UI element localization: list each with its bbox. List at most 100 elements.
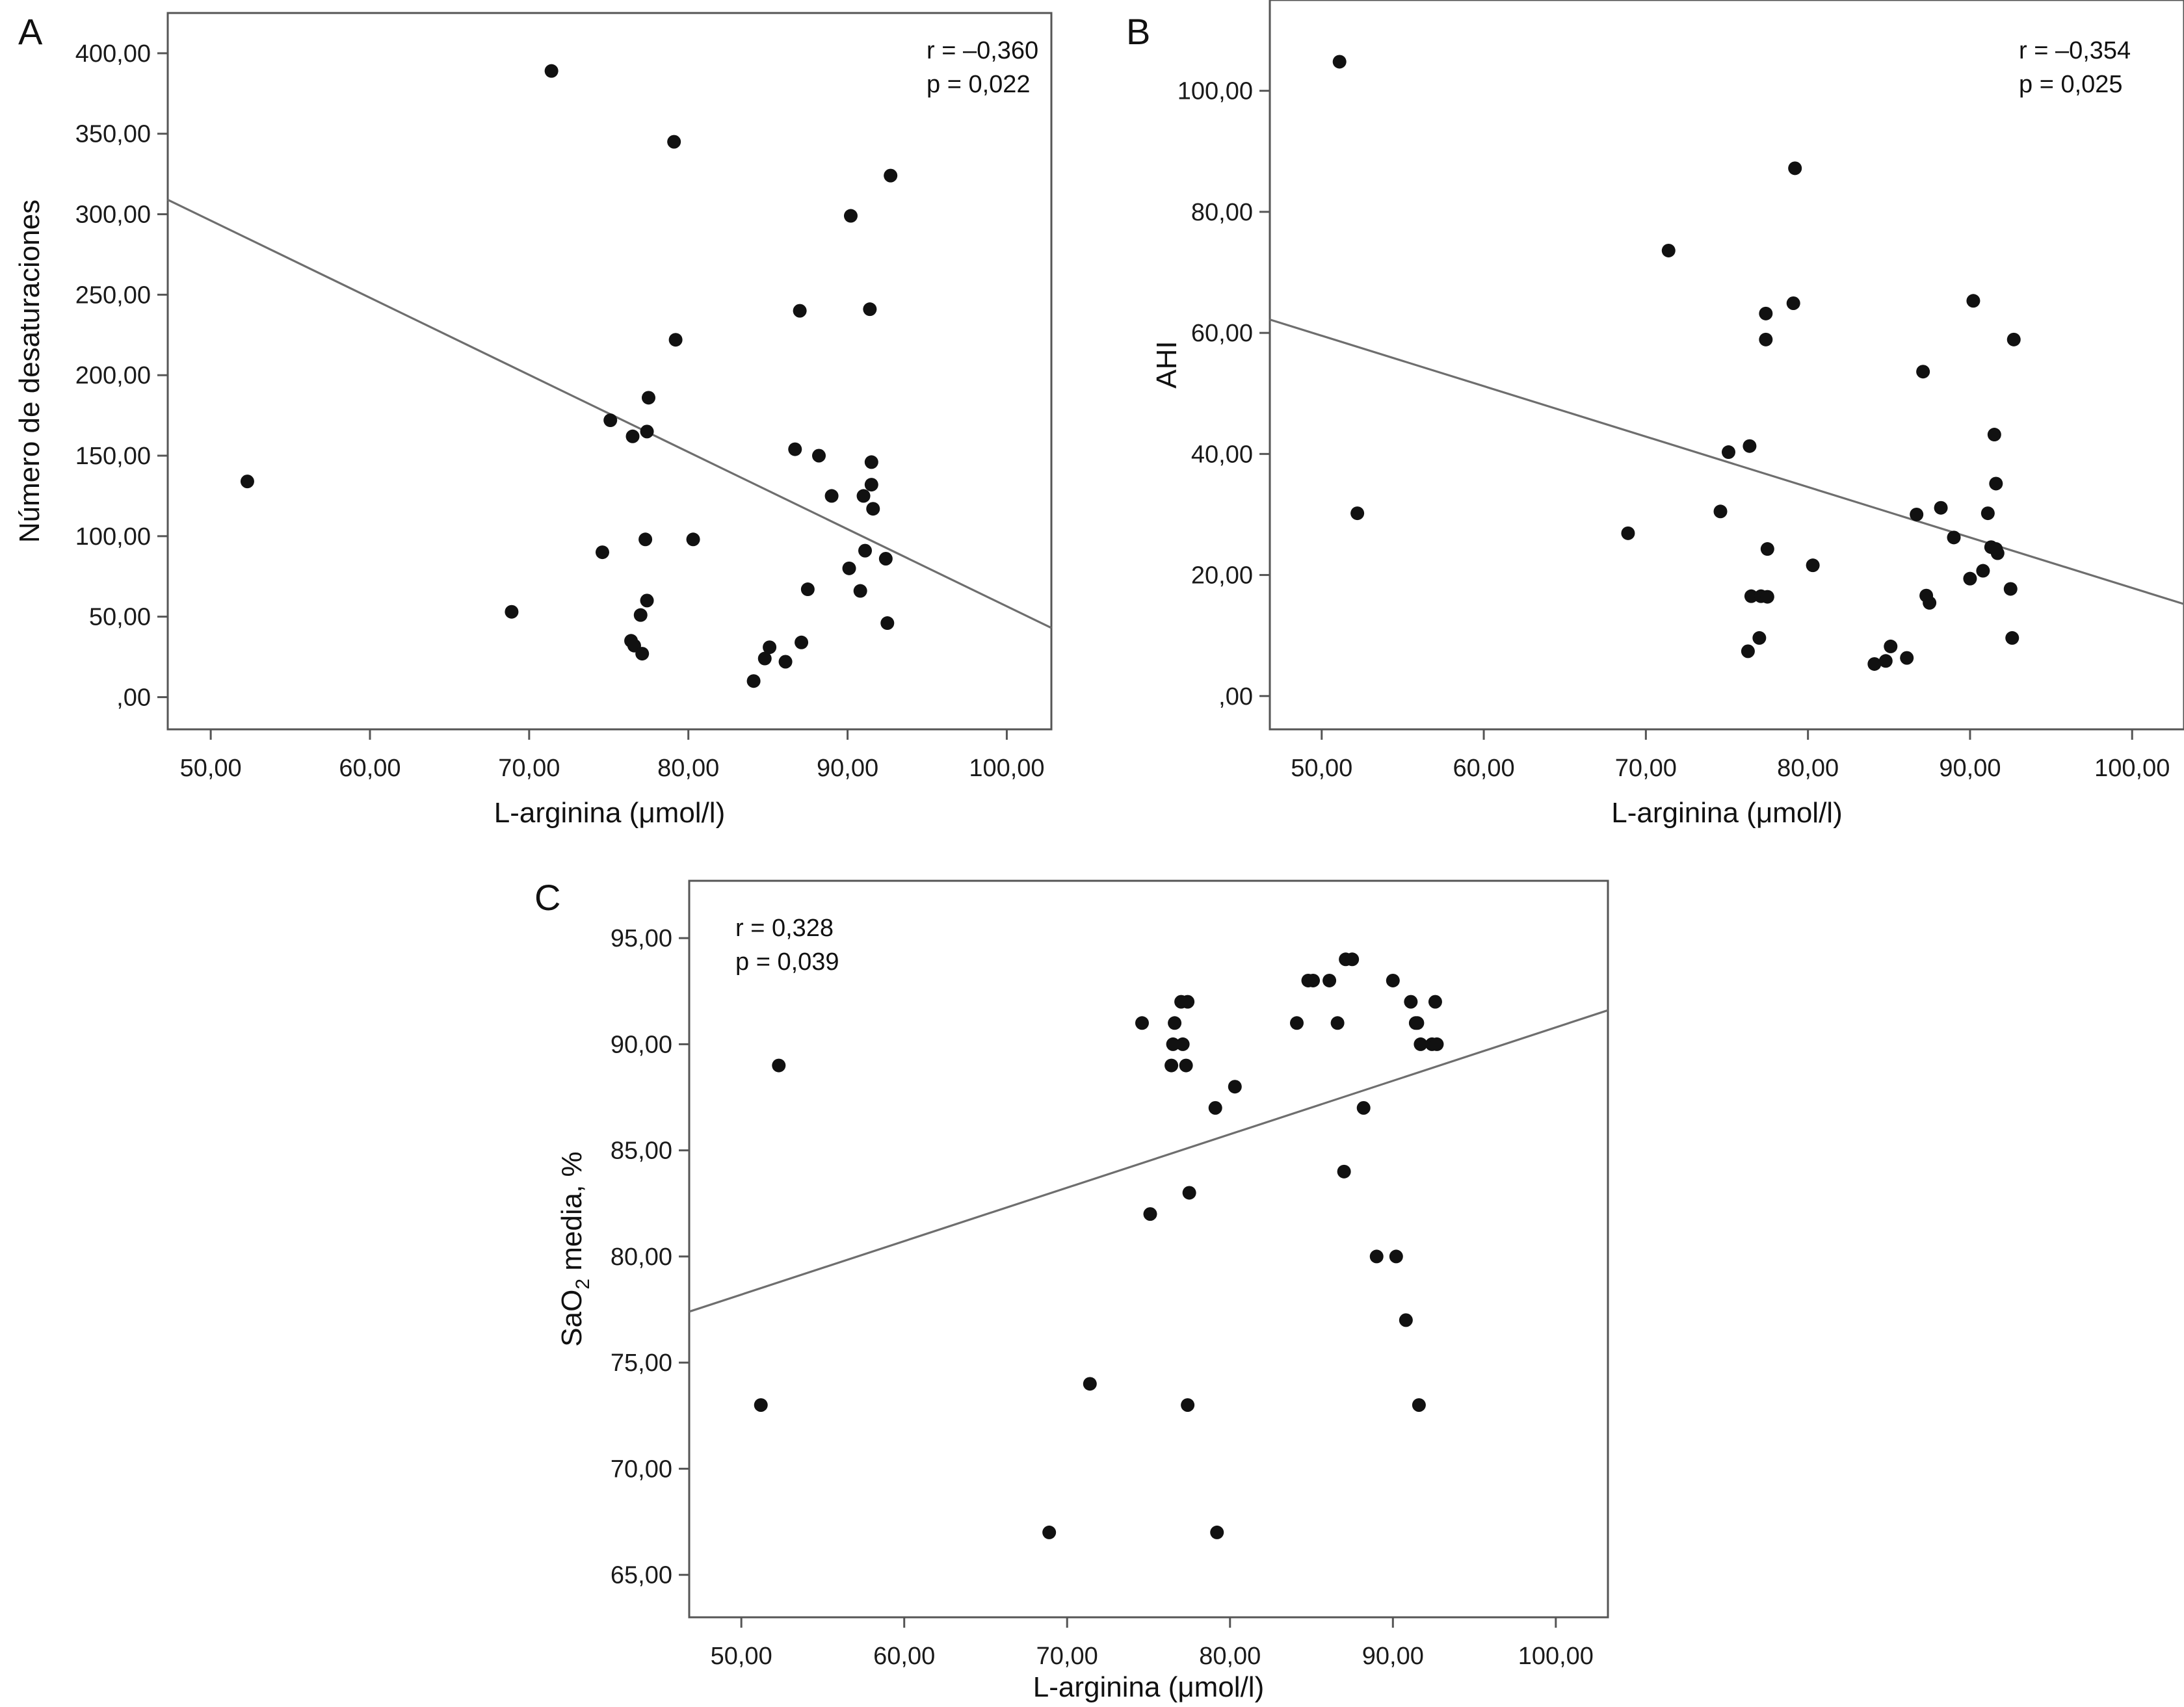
data-point: [1356, 1101, 1371, 1115]
x-axis-label: L-arginina (μmol/l): [1611, 797, 1842, 829]
data-point: [800, 582, 815, 597]
data-point: [1916, 365, 1930, 379]
y-tick-label: 65,00: [611, 1562, 672, 1589]
data-point: [1389, 1249, 1403, 1264]
panel-letter: C: [534, 877, 560, 918]
data-point: [240, 475, 254, 489]
data-point: [603, 413, 618, 428]
data-point: [866, 502, 880, 516]
stat-r: r = –0,354: [2019, 37, 2131, 64]
data-point: [640, 593, 654, 608]
y-tick-label: 80,00: [1191, 199, 1253, 226]
data-point: [795, 635, 809, 649]
y-axis-label-subscript: 2: [572, 1279, 594, 1290]
y-tick-label: 350,00: [75, 121, 151, 148]
data-point: [1923, 595, 1937, 610]
data-point: [1345, 952, 1360, 967]
data-point: [1752, 631, 1767, 645]
y-tick-label: 400,00: [75, 40, 151, 68]
y-tick-label: 20,00: [1191, 562, 1253, 590]
data-point: [853, 584, 867, 598]
data-point: [1414, 1037, 1428, 1051]
data-point: [1208, 1101, 1222, 1115]
data-point: [1210, 1525, 1224, 1539]
data-point: [772, 1058, 786, 1073]
y-axis-label-rest: media, %: [556, 1151, 588, 1279]
data-point: [1404, 995, 1418, 1009]
data-point: [1399, 1313, 1413, 1327]
y-tick-label: 70,00: [611, 1455, 672, 1483]
data-point: [1966, 294, 1980, 308]
data-point: [858, 543, 873, 558]
x-tick-label: 70,00: [1036, 1643, 1098, 1670]
data-point: [641, 391, 655, 405]
x-tick-label: 70,00: [1615, 755, 1677, 782]
x-tick-label: 50,00: [180, 755, 242, 782]
plot-frame: [688, 880, 1609, 1619]
data-point: [686, 532, 700, 547]
stat-p: p = 0,025: [2019, 71, 2123, 98]
data-point: [1900, 651, 1914, 665]
data-point: [505, 605, 519, 619]
data-point: [1179, 1058, 1193, 1073]
data-point: [1330, 1016, 1345, 1030]
data-point: [1042, 1525, 1057, 1539]
y-tick-label: 90,00: [611, 1031, 672, 1058]
data-point: [2003, 582, 2018, 596]
x-tick-label: 90,00: [817, 755, 878, 782]
data-point: [863, 302, 877, 317]
y-tick-label: 200,00: [75, 362, 151, 389]
data-point: [1867, 657, 1882, 671]
data-point: [1947, 530, 1961, 545]
data-point: [1322, 973, 1337, 987]
data-point: [1760, 590, 1774, 604]
data-point: [1176, 1037, 1190, 1051]
data-point: [2005, 631, 2020, 645]
data-point: [1228, 1080, 1242, 1094]
data-point: [757, 651, 772, 666]
y-axis-label: SaO2 media, %: [556, 1151, 594, 1346]
y-tick-label: 100,00: [75, 523, 151, 551]
data-point: [1410, 1016, 1425, 1030]
data-point: [1412, 1398, 1426, 1412]
data-point: [638, 532, 653, 547]
data-point: [1083, 1377, 1097, 1391]
data-point: [1430, 1037, 1444, 1051]
y-axis-label: AHI: [1151, 341, 1183, 388]
data-point: [1713, 504, 1728, 519]
stat-r: r = 0,328: [735, 915, 834, 942]
x-tick-label: 100,00: [1518, 1643, 1594, 1670]
panel-b: B ,00 20,00 40,00 60,00 80,00 100,00 50,00 60,00…: [1126, 0, 2184, 829]
data-point: [1181, 995, 1195, 1009]
y-tick-label: 95,00: [611, 925, 672, 952]
data-point: [2006, 332, 2021, 346]
data-point: [1878, 654, 1893, 668]
y-tick-label: 75,00: [611, 1349, 672, 1377]
x-axis-label: L-arginina (μmol/l): [1033, 1671, 1264, 1703]
data-point: [1743, 439, 1757, 453]
data-point: [811, 449, 826, 463]
data-point: [640, 424, 654, 439]
data-point: [1884, 639, 1898, 653]
regression-line: [1269, 319, 2184, 605]
y-tick-label: 80,00: [611, 1244, 672, 1271]
x-tick-label: 60,00: [339, 755, 401, 782]
data-point: [668, 333, 683, 347]
data-point: [788, 442, 802, 456]
data-point: [1332, 55, 1347, 69]
y-tick-label: 250,00: [75, 281, 151, 309]
data-point: [1760, 542, 1774, 556]
data-point: [667, 135, 681, 149]
data-point: [1721, 445, 1735, 460]
data-point: [856, 489, 871, 503]
data-point: [1182, 1186, 1196, 1200]
x-tick-label: 60,00: [873, 1643, 935, 1670]
data-point: [864, 478, 878, 492]
data-point: [1934, 501, 1948, 515]
data-point: [1980, 506, 1995, 521]
stat-p: p = 0,039: [735, 948, 839, 976]
y-tick-label: 60,00: [1191, 320, 1253, 347]
data-point: [1744, 589, 1758, 603]
data-point: [1168, 1016, 1182, 1030]
